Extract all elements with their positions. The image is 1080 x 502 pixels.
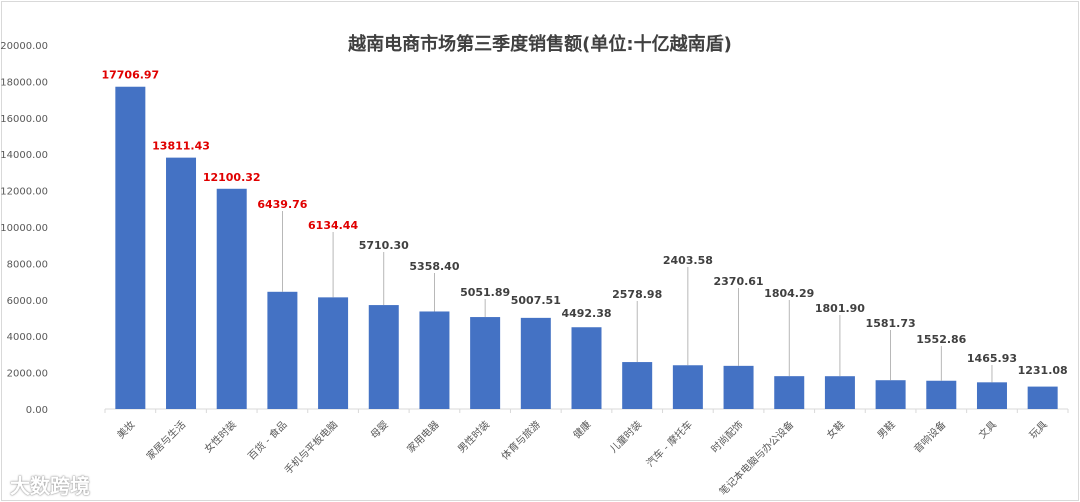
bar-音响设备 <box>926 380 957 409</box>
y-tick-label: 4000.00 <box>7 332 48 343</box>
x-tick-label: 男性时装 <box>455 418 492 455</box>
x-tick-label: 男鞋 <box>874 418 897 441</box>
x-tick-label: 美妆 <box>114 418 137 441</box>
data-label: 1465.93 <box>967 352 1017 365</box>
watermark-logo: 大数跨境 <box>10 474 90 498</box>
bar-母婴 <box>368 305 399 409</box>
data-label: 5007.51 <box>511 294 561 307</box>
y-tick-label: 16000.00 <box>0 114 48 125</box>
bar-百货 - 食品 <box>267 291 298 409</box>
x-tick-label: 音响设备 <box>911 418 948 455</box>
data-label: 5051.89 <box>460 286 510 299</box>
x-tick-label: 玩具 <box>1027 419 1050 442</box>
bar-手机与平板电脑 <box>318 297 349 409</box>
x-tick-label: 时尚配饰 <box>708 418 745 455</box>
bar-男性时装 <box>470 317 501 409</box>
data-label: 6134.44 <box>308 219 358 232</box>
x-tick-label: 健康 <box>570 418 593 441</box>
x-tick-label: 体育与旅游 <box>498 418 543 463</box>
bar-体育与旅游 <box>520 317 551 409</box>
y-tick-label: 12000.00 <box>0 187 48 198</box>
data-label: 17706.97 <box>101 69 159 82</box>
y-tick-label: 14000.00 <box>0 150 48 161</box>
bar-健康 <box>571 327 602 409</box>
x-tick-label: 女鞋 <box>824 418 847 441</box>
bar-文具 <box>976 382 1007 409</box>
data-label: 1804.29 <box>764 287 814 300</box>
x-tick-label: 女性时装 <box>201 418 238 455</box>
x-tick-label: 家用电器 <box>404 418 441 455</box>
chart-title: 越南电商市场第三季度销售额(单位:十亿越南盾) <box>348 34 732 55</box>
x-tick-label: 汽车 - 摩托车 <box>643 418 695 470</box>
y-tick-label: 8000.00 <box>7 259 48 270</box>
bar-家居与生活 <box>166 157 197 409</box>
data-label: 12100.32 <box>203 171 261 184</box>
data-label: 5710.30 <box>359 239 409 252</box>
data-label: 1231.08 <box>1018 364 1068 377</box>
data-label: 6439.76 <box>257 198 307 211</box>
data-label: 13811.43 <box>152 140 210 153</box>
bar-笔记本电脑与办公设备 <box>774 376 805 409</box>
x-tick-label: 文具 <box>976 418 999 441</box>
data-label: 2578.98 <box>612 288 662 301</box>
y-tick-label: 18000.00 <box>0 77 48 88</box>
y-tick-label: 20000.00 <box>0 41 48 52</box>
bar-女性时装 <box>216 188 247 409</box>
bar-时尚配饰 <box>723 365 754 409</box>
bar-家用电器 <box>419 311 450 409</box>
data-label: 1552.86 <box>916 333 966 346</box>
data-label: 2403.58 <box>663 254 713 267</box>
x-tick-label: 母婴 <box>368 419 391 442</box>
y-tick-label: 0.00 <box>26 405 48 416</box>
data-label: 1801.90 <box>815 302 865 315</box>
bar-男鞋 <box>875 380 906 409</box>
bar-女鞋 <box>824 376 855 409</box>
data-label: 2370.61 <box>713 275 763 288</box>
x-tick-label: 百货 - 食品 <box>245 418 290 463</box>
data-label: 1581.73 <box>866 317 916 330</box>
x-tick-label: 手机与平板电脑 <box>282 418 341 477</box>
x-tick-label: 家居与生活 <box>144 418 189 463</box>
y-tick-label: 10000.00 <box>0 223 48 234</box>
y-tick-label: 6000.00 <box>7 296 48 307</box>
bar-儿童时装 <box>622 362 653 409</box>
x-tick-label: 儿童时装 <box>607 418 644 455</box>
bar-玩具 <box>1027 386 1058 409</box>
data-label: 4492.38 <box>561 307 611 320</box>
bar-美妆 <box>115 86 146 409</box>
y-tick-label: 2000.00 <box>7 369 48 380</box>
data-label: 5358.40 <box>409 260 459 273</box>
bar-汽车 - 摩托车 <box>672 365 703 409</box>
